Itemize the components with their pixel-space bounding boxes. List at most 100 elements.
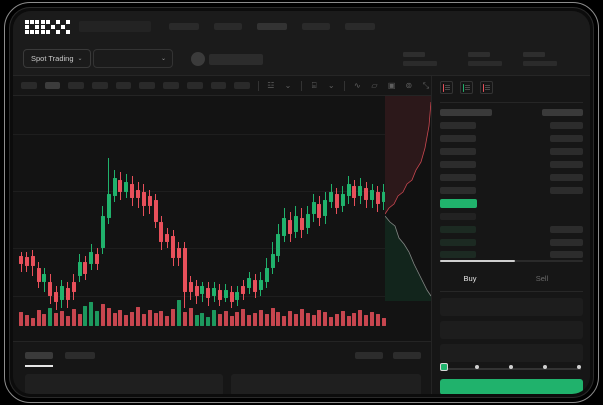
volume-bar [130,312,135,326]
timeframe-button-5[interactable] [115,82,132,89]
indicator-icon[interactable]: ☳ [267,81,275,90]
submit-buy-button[interactable] [440,379,583,394]
toolbar-divider-2 [301,80,303,91]
orders-card-1[interactable] [25,374,223,394]
volume-bar [124,315,129,326]
orderbook-bid-price[interactable] [440,239,476,246]
volume-bar [24,315,29,326]
tab-buy[interactable]: Buy [463,274,477,283]
volume-bar [364,315,369,326]
order-field-amount[interactable] [440,321,583,339]
orderbook-mode-both[interactable] [440,81,453,94]
candle-body [305,214,310,228]
search-input[interactable] [79,21,151,32]
orders-action-1[interactable] [355,352,383,359]
orderbook-ask-amount[interactable] [550,161,583,168]
slider-stop-5[interactable] [577,365,581,369]
market-type-dropdown[interactable]: Spot Trading ⌄ [23,49,91,68]
nav-item-3[interactable] [257,23,287,30]
orderbook-bid-price[interactable] [440,251,476,258]
timeframe-button-9[interactable] [210,82,227,89]
volume-bar [147,310,152,326]
candle-body [299,218,304,230]
slider-stop-4[interactable] [543,365,547,369]
depth-bid-line [385,215,431,297]
orderbook-scrollbar-thumb[interactable] [440,260,515,262]
timeframe-button-4[interactable] [92,82,108,89]
orders-panel [13,341,431,394]
settings-icon[interactable]: ⊚ [405,81,413,90]
orderbook-mode-bids[interactable] [460,81,473,94]
timeframe-button-10[interactable] [234,82,250,89]
candle-body [276,234,281,256]
candle-body [118,180,123,192]
price-chart[interactable] [13,96,431,341]
orderbook-ask-price[interactable] [440,135,476,142]
gridline-2 [13,191,431,192]
pair-name-label [209,54,263,65]
chart-type-icon[interactable]: ⌸ [311,80,317,90]
orderbook-bid-amount[interactable] [550,226,583,233]
volume-bar [299,309,304,326]
volume-bar [89,302,94,326]
timeframe-button-6[interactable] [139,82,156,89]
order-field-price[interactable] [440,298,583,316]
orderbook-bid-price[interactable] [440,226,476,233]
chevron-down-icon[interactable]: ⌄ [284,81,292,90]
orderbook-ask-amount[interactable] [550,187,583,194]
orderbook-mode-asks[interactable] [480,81,493,94]
volume-bar [59,311,64,326]
orders-action-2[interactable] [393,352,421,359]
timeframe-button-8[interactable] [186,82,203,89]
orderbook-ask-price[interactable] [440,161,476,168]
candle-body [136,190,140,198]
volume-bar [194,315,199,326]
orderbook-ask-price[interactable] [440,122,476,129]
amount-slider-handle[interactable] [440,363,448,371]
slider-stop-3[interactable] [509,365,513,369]
slider-stop-2[interactable] [475,365,479,369]
orderbook-ask-amount[interactable] [550,135,583,142]
okx-logo[interactable] [25,19,70,34]
orders-tab-1[interactable] [25,352,53,359]
volume-bar [253,313,257,326]
candle-body [370,190,374,200]
orderbook-bid-amount[interactable] [550,251,583,258]
camera-icon[interactable]: ▣ [387,81,396,90]
candle-body [217,290,222,300]
orders-card-2[interactable] [231,374,421,394]
orderbook-ask-price[interactable] [440,174,476,181]
nav-item-5[interactable] [345,23,375,30]
volume-bar [334,314,339,326]
timeframe-button-3[interactable] [68,82,85,89]
eraser-icon[interactable]: ▱ [371,81,378,90]
timeframe-button-1[interactable] [21,82,37,89]
orders-tab-2[interactable] [65,352,95,359]
orderbook-bid-amount[interactable] [550,239,583,246]
volume-bar [241,309,246,326]
order-field-total[interactable] [440,344,583,362]
fullscreen-icon[interactable]: ⤡ [422,80,430,90]
candle-body [212,288,217,296]
trading-pair-dropdown[interactable]: ⌄ [93,49,173,68]
chevron-down-icon-2[interactable]: ⌄ [327,81,335,90]
nav-item-4[interactable] [302,23,330,30]
orderbook-ask-price[interactable] [440,187,476,194]
orderbook-ask-amount[interactable] [550,122,583,129]
orderbook-ask-amount[interactable] [550,174,583,181]
orderbook-bid-price[interactable] [440,213,476,220]
candle-body [83,262,88,274]
orderbook-ask-price[interactable] [440,148,476,155]
orderbook-ask-amount[interactable] [550,148,583,155]
chart-toolbar: ☳ ⌄ ⌸ ⌄ ∿ ▱ ▣ ⊚ ⤡ [13,76,431,96]
timeframe-button-2[interactable] [44,82,61,89]
line-tool-icon[interactable]: ∿ [353,81,361,90]
orderbook-panel: Buy Sell [431,76,590,394]
candle-body [153,200,158,222]
nav-item-2[interactable] [214,23,242,30]
nav-item-1[interactable] [169,23,199,30]
candle-body [311,202,316,214]
candle-body [65,288,70,300]
timeframe-button-7[interactable] [163,82,179,89]
tab-sell[interactable]: Sell [535,274,549,283]
